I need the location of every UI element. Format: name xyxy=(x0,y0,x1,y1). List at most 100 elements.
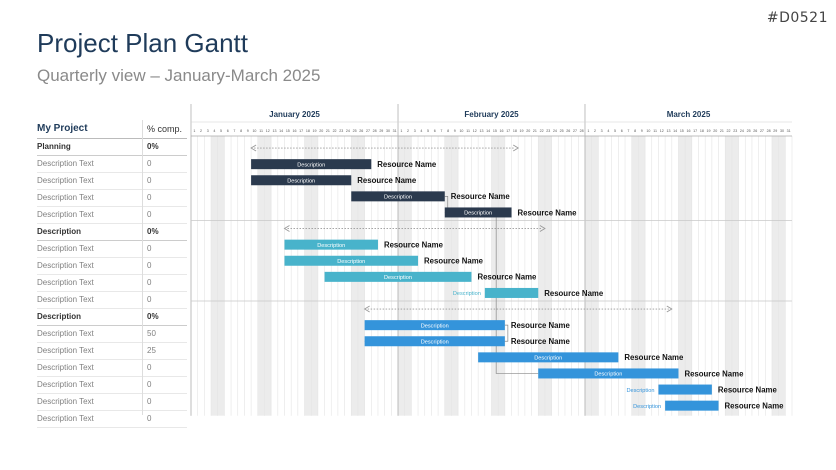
day-number: 3 xyxy=(601,129,603,133)
day-number: 1 xyxy=(400,129,402,133)
day-number: 23 xyxy=(339,129,343,133)
task-row[interactable]: Description Text 0 xyxy=(37,241,187,258)
task-percent: 0% xyxy=(147,227,159,236)
day-number: 8 xyxy=(634,129,636,133)
day-number: 28 xyxy=(580,129,584,133)
weekend-shade xyxy=(211,136,218,416)
weekend-shade xyxy=(631,136,639,416)
task-bar-label: Description xyxy=(464,211,492,217)
day-number: 29 xyxy=(773,129,777,133)
task-row[interactable]: Description Text 0 xyxy=(37,207,187,224)
weekend-shade xyxy=(591,136,599,416)
task-row[interactable]: Description Text 0 xyxy=(37,275,187,292)
day-number: 4 xyxy=(420,129,422,133)
group-row[interactable]: Description 0% xyxy=(37,224,187,241)
day-number: 18 xyxy=(513,129,517,133)
day-number: 4 xyxy=(213,129,215,133)
task-percent: 0 xyxy=(147,414,152,423)
task-bar-label: Description xyxy=(626,388,654,394)
group-row[interactable]: Description 0% xyxy=(37,309,187,326)
span-arrow-left xyxy=(283,225,290,232)
task-name: Description Text xyxy=(37,176,94,185)
task-row[interactable]: Description Text 0 xyxy=(37,258,187,275)
day-number: 25 xyxy=(747,129,751,133)
weekend-shade xyxy=(638,136,646,416)
day-number: 7 xyxy=(233,129,235,133)
month-label: February 2025 xyxy=(464,110,519,119)
task-percent: 0 xyxy=(147,210,152,219)
task-percent: 0 xyxy=(147,397,152,406)
day-number: 23 xyxy=(733,129,737,133)
resource-name: Resource Name xyxy=(511,321,571,330)
task-bar-label: Description xyxy=(297,162,325,168)
day-number: 9 xyxy=(454,129,456,133)
task-row[interactable]: Description Text 0 xyxy=(37,377,187,394)
day-number: 29 xyxy=(379,129,383,133)
task-row[interactable]: Description Text 0 xyxy=(37,156,187,173)
task-row[interactable]: Description Text 0 xyxy=(37,173,187,190)
day-number: 19 xyxy=(707,129,711,133)
month-label: March 2025 xyxy=(667,110,711,119)
group-row[interactable]: Planning 0% xyxy=(37,139,187,156)
task-row[interactable]: Description Text 0 xyxy=(37,394,187,411)
day-number: 27 xyxy=(366,129,370,133)
slide-code: #D0521 xyxy=(766,10,828,26)
task-row[interactable]: Description Text 0 xyxy=(37,190,187,207)
day-number: 18 xyxy=(306,129,310,133)
task-bar-label: Description xyxy=(421,339,449,345)
task-row[interactable]: Description Text 0 xyxy=(37,360,187,377)
task-row[interactable]: Description Text 0 xyxy=(37,411,187,428)
day-number: 26 xyxy=(359,129,363,133)
task-row[interactable]: Description Text 50 xyxy=(37,326,187,343)
day-number: 31 xyxy=(393,129,397,133)
day-number: 1 xyxy=(587,129,589,133)
weekend-shade xyxy=(778,136,786,416)
day-number: 25 xyxy=(560,129,564,133)
span-arrow-left xyxy=(363,305,370,313)
task-list-header: My Project % comp. xyxy=(37,120,187,139)
task-percent: 0 xyxy=(147,278,152,287)
day-number: 10 xyxy=(459,129,463,133)
day-number: 28 xyxy=(373,129,377,133)
day-number: 4 xyxy=(607,129,609,133)
task-percent: 0% xyxy=(147,142,159,151)
page-title: Project Plan Gantt xyxy=(37,28,248,58)
day-number: 5 xyxy=(220,129,222,133)
task-bar xyxy=(251,175,352,186)
resource-name: Resource Name xyxy=(424,257,484,266)
task-name: Description Text xyxy=(37,363,94,372)
weekend-shade xyxy=(771,136,779,416)
day-number: 20 xyxy=(526,129,530,133)
task-row[interactable]: Description Text 25 xyxy=(37,343,187,360)
task-name: Description Text xyxy=(37,210,94,219)
day-number: 3 xyxy=(414,129,416,133)
task-bar xyxy=(364,336,505,347)
resource-name: Resource Name xyxy=(725,401,785,410)
task-percent: 0 xyxy=(147,295,152,304)
day-number: 30 xyxy=(780,129,784,133)
day-number: 30 xyxy=(386,129,390,133)
weekend-shade xyxy=(217,136,225,416)
percent-complete-header: % comp. xyxy=(147,124,183,134)
day-number: 12 xyxy=(660,129,664,133)
span-arrow-right xyxy=(666,305,673,313)
day-number: 8 xyxy=(447,129,449,133)
day-number: 21 xyxy=(533,129,537,133)
day-number: 3 xyxy=(207,129,209,133)
day-number: 6 xyxy=(434,129,436,133)
day-number: 11 xyxy=(259,129,263,133)
weekend-shade xyxy=(584,136,592,416)
task-bar xyxy=(324,271,472,282)
month-label: January 2025 xyxy=(269,110,320,119)
task-bar-label: Description xyxy=(594,372,622,378)
task-bar xyxy=(538,368,679,379)
task-bar xyxy=(351,191,445,202)
task-name: Description Text xyxy=(37,397,94,406)
task-name: Description xyxy=(37,312,82,321)
column-divider xyxy=(142,120,143,415)
task-row[interactable]: Description Text 0 xyxy=(37,292,187,309)
task-bar xyxy=(444,207,512,218)
task-percent: 0 xyxy=(147,176,152,185)
day-number: 26 xyxy=(753,129,757,133)
